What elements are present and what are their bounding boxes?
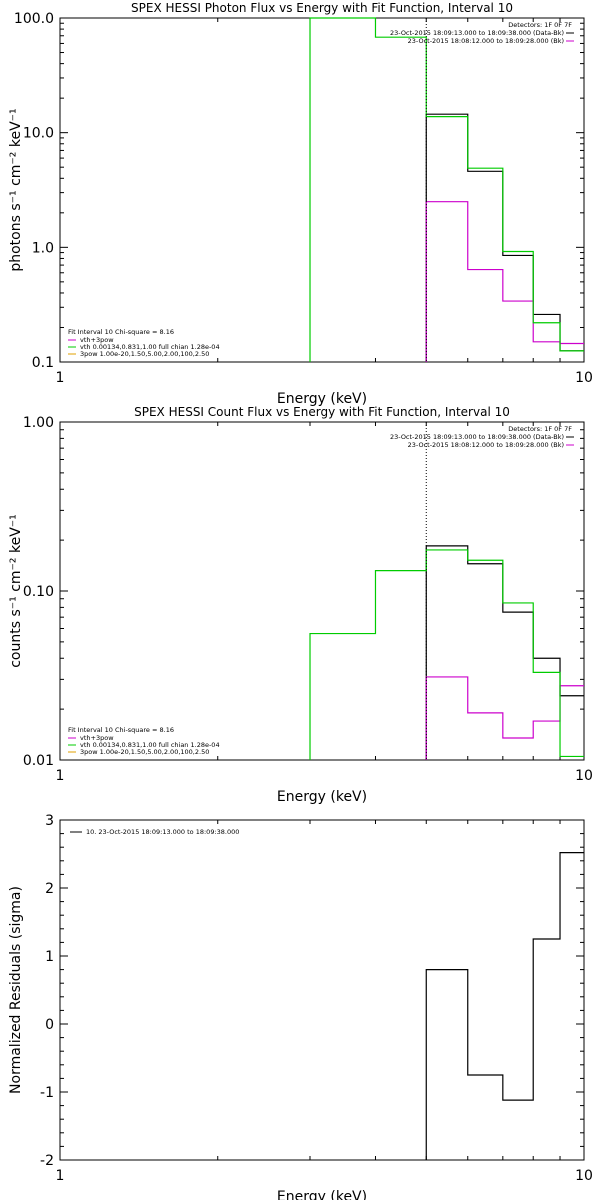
y-tick-label: 0.10 bbox=[23, 584, 54, 600]
x-tick-label: 10 bbox=[575, 1168, 593, 1184]
chart-title: SPEX HESSI Photon Flux vs Energy with Fi… bbox=[131, 1, 513, 15]
y-tick-label: 100.0 bbox=[14, 11, 54, 27]
legend-item: vth 0.00134,0.831,1.00 full chian 1.28e-… bbox=[80, 741, 220, 749]
legend-fit-line: Fit Interval 10 Chi-square = 8.16 bbox=[68, 328, 174, 336]
x-axis-label: Energy (keV) bbox=[277, 391, 367, 407]
y-axis-label: counts s⁻¹ cm⁻² keV⁻¹ bbox=[8, 514, 24, 668]
y-tick-label: 10.0 bbox=[23, 126, 54, 142]
legend-fit-line: Fit Interval 10 Chi-square = 8.16 bbox=[68, 726, 174, 734]
legend-item: 3pow 1.00e-20,1.50,5.00,2.00,100,2.50 bbox=[80, 350, 209, 358]
plot-frame bbox=[59, 17, 585, 363]
series-line bbox=[309, 17, 584, 362]
y-tick-label: 1.0 bbox=[32, 240, 54, 256]
y-tick-label: 1 bbox=[45, 949, 54, 965]
y-tick-label: 2 bbox=[45, 881, 54, 897]
x-tick-label: 1 bbox=[56, 370, 65, 386]
y-axis-label: Normalized Residuals (sigma) bbox=[8, 886, 24, 1094]
legend-item: 10. 23-Oct-2015 18:09:13.000 to 18:09:38… bbox=[86, 828, 239, 836]
header-line-bk: 23-Oct-2015 18:08:12.000 to 18:09:28.000… bbox=[408, 37, 564, 45]
x-tick-label: 1 bbox=[56, 768, 65, 784]
series-line bbox=[425, 545, 584, 760]
series-line bbox=[425, 852, 584, 1160]
header-detectors: Detectors: 1F 0F 7F bbox=[508, 425, 572, 433]
header-line-bk: 23-Oct-2015 18:08:12.000 to 18:09:28.000… bbox=[408, 441, 564, 449]
x-tick-label: 10 bbox=[575, 370, 593, 386]
plot-frame bbox=[59, 819, 585, 1161]
y-tick-label: 3 bbox=[45, 813, 54, 829]
chart-title: SPEX HESSI Count Flux vs Energy with Fit… bbox=[134, 405, 510, 419]
legend-item: 3pow 1.00e-20,1.50,5.00,2.00,100,2.50 bbox=[80, 748, 209, 756]
header-line-data: 23-Oct-2015 18:09:13.000 to 18:09:38.000… bbox=[390, 29, 564, 37]
y-tick-label: -1 bbox=[40, 1085, 54, 1101]
y-tick-label: 0 bbox=[45, 1017, 54, 1033]
x-tick-label: 10 bbox=[575, 768, 593, 784]
plot-frame bbox=[59, 421, 585, 761]
x-tick-label: 1 bbox=[56, 1168, 65, 1184]
header-detectors: Detectors: 1F 0F 7F bbox=[508, 21, 572, 29]
x-axis-label: Energy (keV) bbox=[277, 789, 367, 805]
legend-item: vth+3pow bbox=[80, 336, 114, 344]
x-axis-label: Energy (keV) bbox=[277, 1189, 367, 1200]
y-tick-label: 1.00 bbox=[23, 415, 54, 431]
y-tick-label: 0.01 bbox=[23, 753, 54, 769]
series-line bbox=[309, 549, 584, 760]
legend-item: vth 0.00134,0.831,1.00 full chian 1.28e-… bbox=[80, 343, 220, 351]
y-tick-label: 0.1 bbox=[32, 355, 54, 371]
header-line-data: 23-Oct-2015 18:09:13.000 to 18:09:38.000… bbox=[390, 433, 564, 441]
legend-item: vth+3pow bbox=[80, 734, 114, 742]
y-tick-label: -2 bbox=[40, 1153, 54, 1169]
y-axis-label: photons s⁻¹ cm⁻² keV⁻¹ bbox=[8, 108, 24, 271]
